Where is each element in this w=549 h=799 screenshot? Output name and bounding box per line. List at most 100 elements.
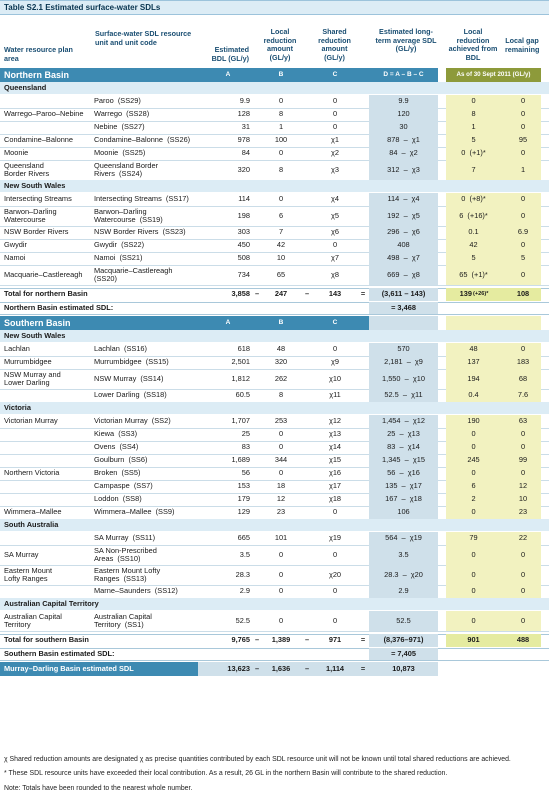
gap-value: 68 xyxy=(518,373,528,383)
sdl-column-shade xyxy=(369,369,438,389)
shared-reduction-value: 0 xyxy=(332,109,338,119)
achieved-value: 137 xyxy=(467,357,480,367)
row-divider xyxy=(0,147,549,148)
row-divider xyxy=(0,288,549,289)
shared-reduction-value: χ9 xyxy=(331,357,339,367)
achieved-column-shade xyxy=(446,316,541,330)
row-divider xyxy=(0,634,549,635)
achieved-value: 48 xyxy=(469,344,478,354)
minus-sign: – xyxy=(304,635,310,645)
achieved-value: 0 xyxy=(471,615,476,625)
state-band xyxy=(0,402,549,414)
bdl-value: 1,689 xyxy=(231,455,251,465)
sdl-unit-label: Nebine (SS27) xyxy=(94,122,145,132)
gap-value: 0 xyxy=(520,122,526,132)
achieved-value: 5 xyxy=(471,253,476,263)
plan-area-label: Gwydir xyxy=(4,240,27,250)
achieved-column-shade xyxy=(446,193,541,206)
sdl-value: 192 – χ5 xyxy=(387,210,420,220)
total-local: 1,389 xyxy=(271,635,291,645)
sdl-unit-label: Eastern Mount Lofty Ranges (SS13) xyxy=(94,565,161,583)
shared-reduction-value: χ7 xyxy=(331,253,339,263)
plan-area-label: Australian Capital Territory xyxy=(4,611,62,629)
sdl-column-shade xyxy=(369,532,438,545)
minus-sign: – xyxy=(254,289,260,299)
sdl-column-shade xyxy=(369,428,438,441)
header-gap: Local gap remaining xyxy=(505,36,540,54)
header-local: Local reduction amount (GL/y) xyxy=(263,27,297,62)
sdl-unit-label: Goulburn (SS6) xyxy=(94,455,148,465)
achieved-value: 42 xyxy=(469,240,478,250)
sdl-column-shade xyxy=(369,252,438,265)
achieved-value: 0 (+8)* xyxy=(461,194,486,204)
bdl-value: 84 xyxy=(241,148,250,158)
local-reduction-value: 262 xyxy=(274,373,288,383)
state-name: South Australia xyxy=(4,520,59,529)
gap-value: 63 xyxy=(518,416,528,426)
achieved-value: 0 xyxy=(471,569,476,579)
sdl-value: 878 – χ1 xyxy=(387,135,420,145)
bdl-value: 618 xyxy=(237,344,250,354)
local-reduction-value: 0 xyxy=(278,586,284,596)
local-reduction-value: 0 xyxy=(278,429,284,439)
shared-reduction-value: χ3 xyxy=(331,164,339,174)
minus-sign: – xyxy=(254,663,260,673)
sdl-unit-label: Intersecting Streams (SS17) xyxy=(94,194,189,204)
shared-reduction-value: χ11 xyxy=(329,390,341,400)
gap-value: 5 xyxy=(520,253,526,263)
header-unit: Surface-water SDL resource unit and unit… xyxy=(95,29,192,47)
bdl-value: 60.5 xyxy=(235,390,250,400)
column-letter: A xyxy=(225,319,231,326)
bdl-value: 114 xyxy=(238,194,250,204)
plan-area-label: Warrego–Paroo–Nebine xyxy=(4,109,84,119)
plan-area-label: Condamine–Balonne xyxy=(4,135,74,145)
sdl-column-shade xyxy=(369,160,438,180)
state-band xyxy=(0,519,549,531)
gap-value: 7.6 xyxy=(517,390,529,400)
shared-reduction-value: χ15 xyxy=(328,455,342,465)
shared-reduction-value: 0 xyxy=(332,122,338,132)
equals-sign: = xyxy=(360,289,366,299)
achieved-column-shade xyxy=(446,611,541,631)
achieved-column-shade xyxy=(446,415,541,428)
sdl-value: 30 xyxy=(399,122,408,132)
local-reduction-value: 12 xyxy=(276,494,286,504)
sdl-unit-label: Murrumbidgee (SS15) xyxy=(94,357,169,367)
estimated-label: Southern Basin estimated SDL: xyxy=(4,648,115,658)
row-divider xyxy=(0,108,549,109)
local-reduction-value: 7 xyxy=(278,227,284,237)
row-divider xyxy=(0,545,549,546)
achieved-column-shade xyxy=(446,441,541,454)
sdl-value: 2,181 – χ9 xyxy=(384,357,423,367)
plan-area-label: Moonie xyxy=(4,148,29,158)
local-reduction-value: 344 xyxy=(274,455,288,465)
row-divider xyxy=(0,226,549,227)
total-sdl-shade xyxy=(369,634,438,647)
row-divider xyxy=(0,565,549,566)
header-shared: Shared reduction amount (GL/y) xyxy=(318,27,351,62)
shared-reduction-value: χ10 xyxy=(328,373,342,383)
sdl-unit-label: Paroo (SS29) xyxy=(94,96,141,106)
achieved-value: 8 xyxy=(471,109,476,119)
achieved-column-shade xyxy=(446,467,541,480)
bdl-value: 128 xyxy=(237,109,250,119)
achieved-column-shade xyxy=(446,545,541,565)
column-letter: C xyxy=(332,319,338,326)
achieved-column-shade xyxy=(446,480,541,493)
bdl-value: 56 xyxy=(241,468,250,478)
achieved-column-shade xyxy=(446,239,541,252)
total-label: Total for northern Basin xyxy=(4,289,88,299)
sdl-value: 1,454 – χ12 xyxy=(382,416,425,426)
gap-value: 0 xyxy=(520,569,526,579)
sdl-column-shade xyxy=(369,206,438,226)
sdl-unit-label: NSW Border Rivers (SS23) xyxy=(94,227,186,237)
bdl-value: 2,501 xyxy=(231,357,251,367)
achieved-value: 0 xyxy=(471,507,476,517)
state-band xyxy=(0,598,549,610)
column-letter: D = A – B – C xyxy=(383,71,424,78)
shared-reduction-value: 0 xyxy=(332,615,338,625)
row-divider xyxy=(0,369,549,370)
bdl-value: 734 xyxy=(237,269,250,279)
bdl-value: 129 xyxy=(237,507,250,517)
